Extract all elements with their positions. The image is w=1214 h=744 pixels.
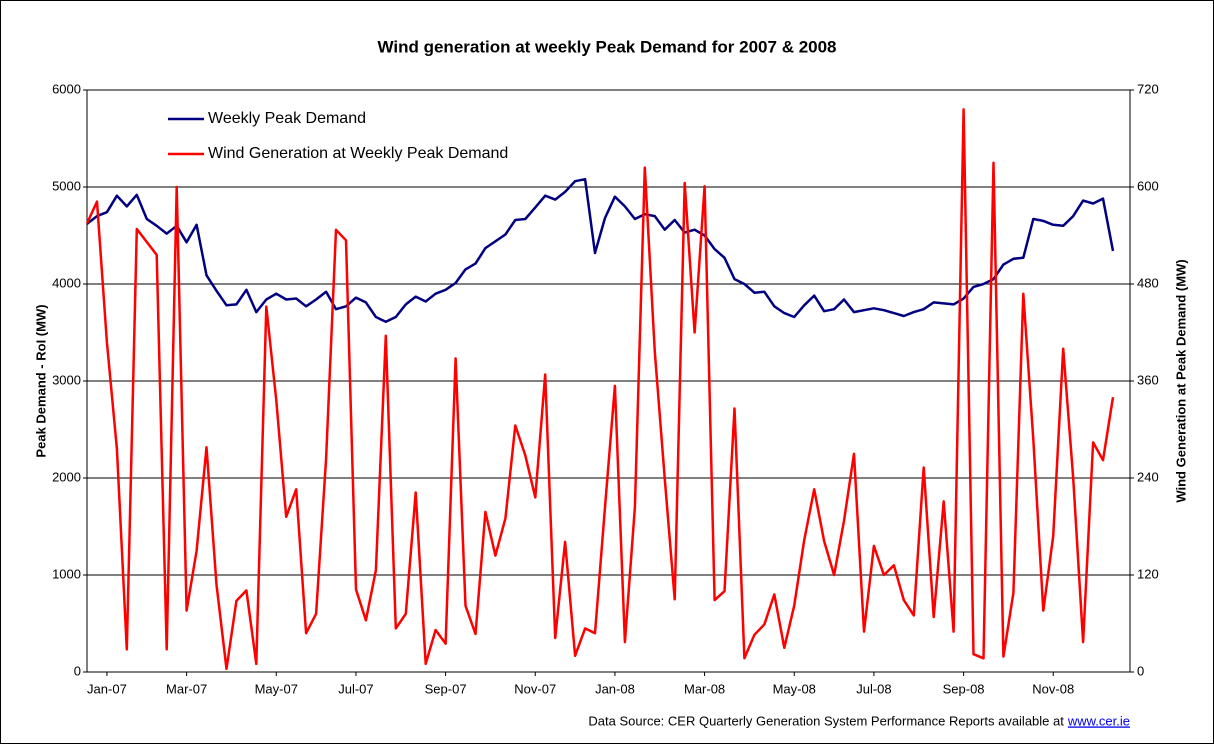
series-line: [86, 177, 1115, 324]
x-tick-label: Jul-07: [338, 681, 373, 696]
x-tick-label: Mar-07: [166, 681, 207, 696]
y2-tick-label: 240: [1137, 469, 1159, 484]
x-tick-label: Nov-07: [514, 681, 556, 696]
y2-axis-label: Wind Generation at Peak Demand (MW): [1173, 259, 1188, 502]
y-tick-label: 1000: [52, 566, 81, 581]
y2-tick-label: 120: [1137, 566, 1159, 581]
y2-tick-label: 480: [1137, 275, 1159, 290]
series-line: [85, 108, 1115, 671]
chart-title: Wind generation at weekly Peak Demand fo…: [377, 37, 836, 56]
legend-label: Weekly Peak Demand: [208, 110, 366, 127]
x-tick-label: May-07: [255, 681, 298, 696]
y-tick-label: 3000: [52, 372, 81, 387]
x-tick-label: Sep-08: [943, 681, 985, 696]
y-tick-label: 2000: [52, 469, 81, 484]
x-tick-label: Sep-07: [425, 681, 467, 696]
x-tick-label: Jan-08: [595, 681, 635, 696]
x-tick-label: Mar-08: [684, 681, 725, 696]
source-link[interactable]: www.cer.ie: [1067, 713, 1130, 728]
y2-tick-label: 600: [1137, 178, 1159, 193]
x-tick-label: Jan-07: [87, 681, 127, 696]
y-tick-label: 5000: [52, 178, 81, 193]
y-tick-label: 6000: [52, 81, 81, 96]
plot-border: [86, 89, 1131, 673]
y-axis-label: Peak Demand - RoI (MW): [33, 304, 48, 457]
y2-tick-label: 720: [1137, 81, 1159, 96]
x-tick-label: May-08: [773, 681, 816, 696]
x-tick-label: Nov-08: [1032, 681, 1074, 696]
source-note: Data Source: CER Quarterly Generation Sy…: [588, 713, 1064, 728]
x-tick-label: Jul-08: [856, 681, 891, 696]
y2-tick-label: 0: [1137, 663, 1144, 678]
y-tick-label: 4000: [52, 275, 81, 290]
y2-tick-label: 360: [1137, 372, 1159, 387]
y-tick-label: 0: [74, 663, 81, 678]
legend-label: Wind Generation at Weekly Peak Demand: [208, 145, 508, 162]
source-link-text[interactable]: www.cer.ie: [1067, 713, 1130, 728]
